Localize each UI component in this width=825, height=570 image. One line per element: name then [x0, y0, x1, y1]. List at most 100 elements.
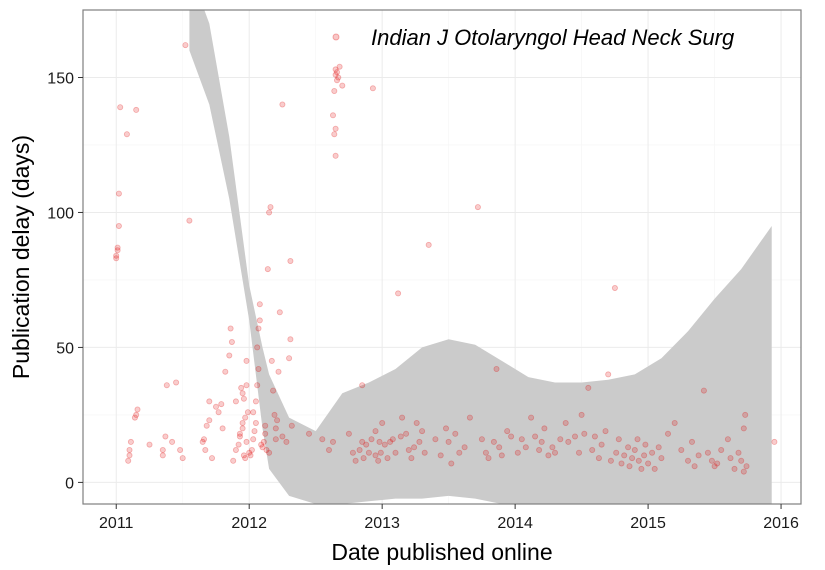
data-point: [545, 452, 552, 459]
data-point: [557, 436, 564, 443]
x-tick-label: 2016: [763, 515, 799, 532]
data-point: [565, 438, 572, 445]
data-point: [665, 430, 672, 437]
data-point: [375, 457, 382, 464]
data-point: [445, 438, 452, 445]
data-point: [727, 455, 734, 462]
data-point: [243, 357, 250, 364]
data-point: [275, 368, 282, 375]
data-point: [363, 441, 370, 448]
data-point: [286, 355, 293, 362]
data-point: [589, 446, 596, 453]
y-axis: 0 50 100 150: [47, 70, 83, 492]
data-point: [629, 455, 636, 462]
data-point: [498, 452, 505, 459]
data-point: [738, 457, 745, 464]
data-point: [478, 436, 485, 443]
data-point: [123, 131, 130, 138]
data-point: [381, 441, 388, 448]
data-point: [332, 152, 339, 159]
data-point: [279, 101, 286, 108]
data-point: [276, 309, 283, 316]
y-tick-label: 50: [56, 340, 74, 357]
data-point: [399, 414, 406, 421]
data-point: [133, 411, 140, 418]
data-point: [365, 449, 372, 456]
data-point: [528, 414, 535, 421]
data-point: [115, 190, 122, 197]
data-point: [578, 411, 585, 418]
data-point: [496, 444, 503, 451]
data-point: [242, 414, 249, 421]
data-point: [131, 414, 138, 421]
data-point: [236, 433, 243, 440]
data-point: [331, 131, 338, 138]
x-tick-label: 2012: [231, 515, 267, 532]
confidence-band: [189, 10, 772, 504]
data-point: [621, 452, 628, 459]
legend: Indian J Otolaryngol Head Neck Surg: [332, 25, 735, 50]
data-point: [591, 433, 598, 440]
data-point: [598, 441, 605, 448]
data-point: [536, 446, 543, 453]
data-point: [133, 106, 140, 113]
data-point: [332, 71, 339, 78]
data-point: [250, 409, 257, 416]
data-point: [395, 290, 402, 297]
data-point: [518, 436, 525, 443]
data-point: [731, 465, 738, 472]
data-point: [691, 463, 698, 470]
data-point: [239, 419, 246, 426]
data-point: [618, 460, 625, 467]
data-point: [219, 425, 226, 432]
data-point: [413, 419, 420, 426]
data-point: [288, 422, 295, 429]
data-point: [549, 444, 556, 451]
data-point: [538, 438, 545, 445]
data-point: [356, 446, 363, 453]
data-point: [169, 438, 176, 445]
confidence-band-area: [189, 10, 772, 504]
x-axis: 2011 2012 2013 2014 2015 2016: [99, 504, 799, 532]
data-point: [126, 452, 133, 459]
data-point: [432, 436, 439, 443]
data-point: [126, 446, 133, 453]
data-point: [562, 419, 569, 426]
data-point: [711, 463, 718, 470]
data-point: [266, 449, 273, 456]
data-point: [658, 455, 665, 462]
data-point: [461, 444, 468, 451]
data-point: [613, 449, 620, 456]
data-point: [240, 452, 247, 459]
y-tick-label: 0: [65, 475, 74, 492]
data-point: [615, 436, 622, 443]
data-point: [572, 433, 579, 440]
data-point: [333, 69, 340, 76]
data-point: [206, 417, 213, 424]
data-point: [504, 428, 511, 435]
data-point: [243, 438, 250, 445]
data-point: [244, 409, 251, 416]
data-point: [532, 433, 539, 440]
data-point: [305, 430, 312, 437]
data-point: [718, 446, 725, 453]
data-point: [611, 284, 618, 291]
data-point: [466, 414, 473, 421]
data-point: [270, 387, 277, 394]
data-point: [251, 428, 258, 435]
data-point: [345, 430, 352, 437]
data-point: [384, 455, 391, 462]
y-axis-title: Publication delay (days): [8, 135, 34, 379]
x-tick-label: 2013: [364, 515, 400, 532]
data-point: [146, 441, 153, 448]
data-point: [325, 446, 332, 453]
data-point: [264, 266, 271, 273]
data-point: [115, 222, 122, 229]
data-point: [260, 438, 267, 445]
data-point: [262, 430, 269, 437]
data-point: [581, 430, 588, 437]
data-point: [631, 446, 638, 453]
data-point: [258, 441, 265, 448]
data-point: [576, 449, 583, 456]
